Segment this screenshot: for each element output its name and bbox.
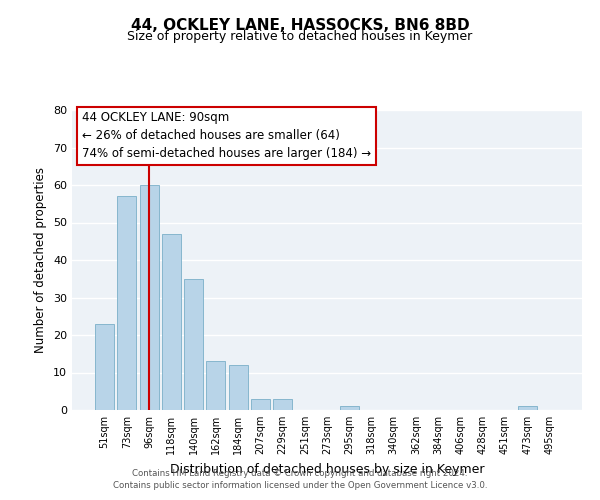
Text: Contains HM Land Registry data © Crown copyright and database right 2024.: Contains HM Land Registry data © Crown c… — [132, 468, 468, 477]
Text: 44, OCKLEY LANE, HASSOCKS, BN6 8BD: 44, OCKLEY LANE, HASSOCKS, BN6 8BD — [131, 18, 469, 32]
Bar — [95, 324, 114, 410]
Text: 44 OCKLEY LANE: 90sqm
← 26% of detached houses are smaller (64)
74% of semi-deta: 44 OCKLEY LANE: 90sqm ← 26% of detached … — [82, 112, 371, 160]
Bar — [118, 196, 136, 410]
Text: Size of property relative to detached houses in Keymer: Size of property relative to detached ho… — [127, 30, 473, 43]
Bar — [273, 399, 292, 410]
Bar — [229, 365, 248, 410]
Bar — [340, 406, 359, 410]
Bar — [518, 406, 536, 410]
Bar — [251, 399, 270, 410]
Y-axis label: Number of detached properties: Number of detached properties — [34, 167, 47, 353]
Bar — [206, 361, 225, 410]
Bar — [184, 279, 203, 410]
Bar — [140, 185, 158, 410]
X-axis label: Distribution of detached houses by size in Keymer: Distribution of detached houses by size … — [170, 462, 484, 475]
Bar — [162, 234, 181, 410]
Text: Contains public sector information licensed under the Open Government Licence v3: Contains public sector information licen… — [113, 481, 487, 490]
